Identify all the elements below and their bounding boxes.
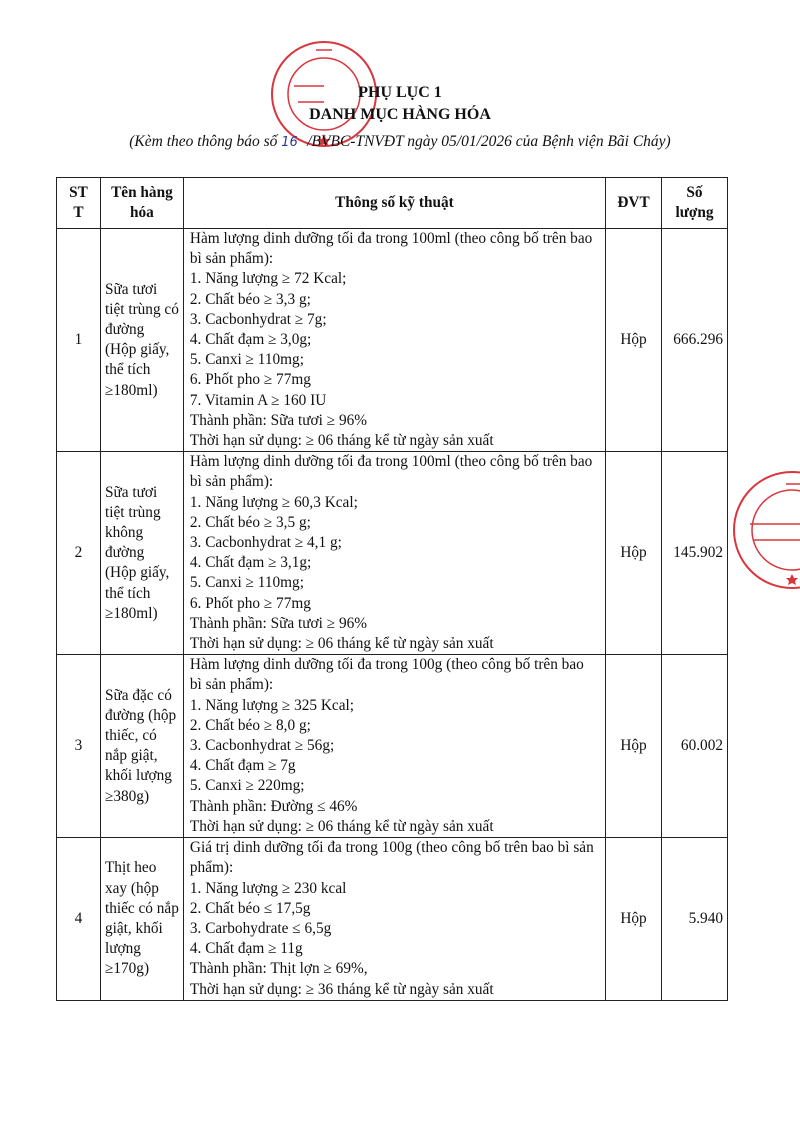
spec-line: 6. Phốt pho ≥ 77mg [189,594,311,612]
cell-stt: 4 [56,837,101,1001]
spec-line: 3. Cacbonhydrat ≥ 7g; [189,310,327,328]
spec-line: Thành phần: Sữa tươi ≥ 96% [189,614,367,632]
spec-line: 7. Vitamin A ≥ 160 IU [189,391,327,409]
spec-line: Thời hạn sử dụng: ≥ 36 tháng kể từ ngày … [189,980,494,998]
spec-line: 2. Chất béo ≥ 3,5 g; [189,513,311,531]
header-qty: Số lượng [660,177,729,229]
spec-line: Thành phần: Thịt lợn ≥ 69%, [189,960,368,978]
spec-line: 6. Phốt pho ≥ 77mg [189,371,311,389]
spec-line: Thời hạn sử dụng: ≥ 06 tháng kể từ ngày … [189,432,494,450]
spec-line: 5. Canxi ≥ 220mg; [189,777,305,795]
cell-unit: Hộp [605,451,662,656]
spec-line: 2. Chất béo ≥ 8,0 g; [189,716,311,734]
cell-qty: 60.002 [660,654,729,839]
cell-spec: Giá trị dinh dưỡng tối đa trong 100g (th… [182,837,607,1001]
header-stt: STT [56,177,101,229]
spec-line: 4. Chất đạm ≥ 3,0g; [189,331,312,349]
spec-line: Thời hạn sử dụng: ≥ 06 tháng kể từ ngày … [189,817,494,835]
spec-line: 3. Carbohydrate ≤ 6,5g [189,919,332,937]
goods-table: STT Tên hàng hóa Thông số kỹ thuật ĐVT S… [56,177,729,1001]
hospital-stamp-partial [733,471,800,589]
subtitle-suffix: /BVBC-TNVĐT ngày 05/01/2026 của Bệnh việ… [307,133,671,150]
spec-line: 1. Năng lượng ≥ 230 kcal [189,879,347,897]
spec-line: 4. Chất đạm ≥ 7g [189,757,296,775]
list-title: DANH MỤC HÀNG HÓA [309,106,491,123]
spec-line: 5. Canxi ≥ 110mg; [189,574,304,592]
cell-unit: Hộp [605,227,662,453]
subtitle: (Kèm theo thông báo số 16/BVBC-TNVĐT ngà… [0,133,800,151]
table-row: 1 Sữa tươi tiệt trùng có đường (Hộp giấy,… [56,227,729,453]
spec-line: Thời hạn sử dụng: ≥ 06 tháng kể từ ngày … [189,635,494,653]
spec-line: 2. Chất béo ≤ 17,5g [189,899,311,917]
table-row: 3 Sữa đặc có đường (hộp thiếc, có nắp giậ… [56,654,729,839]
appendix-title: PHỤ LỤC 1 [358,84,442,101]
spec-line: 3. Cacbonhydrat ≥ 56g; [189,737,335,755]
cell-name: Thịt heo xay (hộp thiếc có nắp giật, khố… [99,837,184,1001]
cell-qty: 5.940 [660,837,729,1001]
spec-line: 1. Năng lượng ≥ 325 Kcal; [189,696,355,714]
cell-name: Sữa đặc có đường (hộp thiếc, có nắp giật… [99,654,184,839]
cell-unit: Hộp [605,837,662,1001]
spec-line: 4. Chất đạm ≥ 11g [189,940,303,958]
spec-line: Giá trị dinh dưỡng tối đa trong 100g (th… [189,839,594,877]
spec-line: Thành phần: Đường ≤ 46% [189,797,358,815]
spec-line: 1. Năng lượng ≥ 72 Kcal; [189,270,347,288]
cell-stt: 1 [56,227,101,453]
cell-name: Sữa tươi tiệt trùng không đường (Hộp giấ… [99,451,184,656]
cell-qty: 145.902 [660,451,729,656]
header-unit: ĐVT [605,177,662,229]
spec-line: 1. Năng lượng ≥ 60,3 Kcal; [189,493,358,511]
subtitle-prefix: (Kèm theo thông báo số [129,133,278,150]
cell-unit: Hộp [605,654,662,839]
table-row: 2 Sữa tươi tiệt trùng không đường (Hộp gi… [56,451,729,656]
cell-qty: 666.296 [660,227,729,453]
spec-line: Thành phần: Sữa tươi ≥ 96% [189,411,367,429]
table-row: 4 Thịt heo xay (hộp thiếc có nắp giật, kh… [56,837,729,1001]
cell-spec: Hàm lượng dinh dưỡng tối đa trong 100ml … [182,451,607,656]
spec-line: 2. Chất béo ≥ 3,3 g; [189,290,311,308]
handwritten-number: 16 [281,135,298,150]
cell-stt: 3 [56,654,101,839]
spec-line: Hàm lượng dinh dưỡng tối đa trong 100g (… [189,656,584,694]
spec-line: 3. Cacbonhydrat ≥ 4,1 g; [189,534,342,552]
header-name: Tên hàng hóa [99,177,184,229]
spec-line: 4. Chất đạm ≥ 3,1g; [189,554,312,572]
table-header-row: STT Tên hàng hóa Thông số kỹ thuật ĐVT S… [56,177,729,229]
spec-line: 5. Canxi ≥ 110mg; [189,351,304,369]
cell-spec: Hàm lượng dinh dưỡng tối đa trong 100g (… [182,654,607,839]
header-spec: Thông số kỹ thuật [182,177,607,229]
spec-line: Hàm lượng dinh dưỡng tối đa trong 100ml … [189,453,593,491]
spec-line: Hàm lượng dinh dưỡng tối đa trong 100ml … [189,230,593,268]
cell-name: Sữa tươi tiệt trùng có đường (Hộp giấy, … [99,227,184,453]
cell-stt: 2 [56,451,101,656]
cell-spec: Hàm lượng dinh dưỡng tối đa trong 100ml … [182,227,607,453]
